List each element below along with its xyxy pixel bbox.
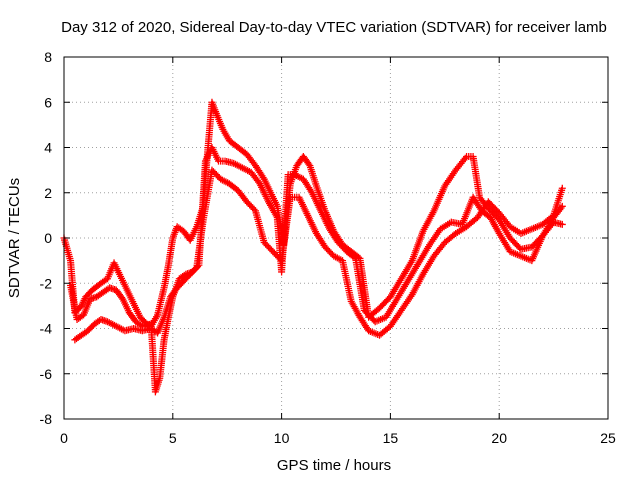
x-tick-label: 20 — [491, 430, 507, 446]
arc-lower-point — [191, 265, 199, 273]
arc-lower-point — [250, 205, 258, 213]
x-tick-label: 10 — [274, 430, 290, 446]
x-tick-label: 5 — [169, 430, 177, 446]
arc-middle-point — [558, 220, 566, 228]
arc-upper-point — [557, 204, 565, 212]
y-tick-label: 6 — [44, 94, 52, 110]
arc-upper-point — [305, 160, 313, 168]
arc-upper-point — [558, 202, 566, 210]
arc-lower-point — [558, 184, 566, 192]
x-axis-title: GPS time / hours — [277, 457, 391, 474]
y-tick-label: -8 — [40, 411, 53, 427]
x-tick-label: 25 — [600, 430, 616, 446]
y-axis-title: SDTVAR / TECUs — [6, 178, 23, 298]
x-axis-ticks: 0 5 10 15 20 25 — [60, 57, 616, 446]
chart-title: Day 312 of 2020, Sidereal Day-to-day VTE… — [61, 19, 607, 36]
x-tick-label: 0 — [60, 430, 68, 446]
y-tick-label: -6 — [40, 366, 53, 382]
y-tick-label: 0 — [44, 230, 52, 246]
x-tick-label: 15 — [383, 430, 399, 446]
arc-upper-point — [516, 244, 524, 252]
y-axis-ticks: -8 -6 -4 -2 0 2 4 6 8 — [40, 49, 608, 427]
y-tick-label: 8 — [44, 49, 52, 65]
y-tick-label: 2 — [44, 185, 52, 201]
y-tick-label: -4 — [40, 321, 53, 337]
data-markers — [60, 98, 566, 396]
y-tick-label: 4 — [44, 140, 52, 156]
y-tick-label: -2 — [40, 275, 53, 291]
